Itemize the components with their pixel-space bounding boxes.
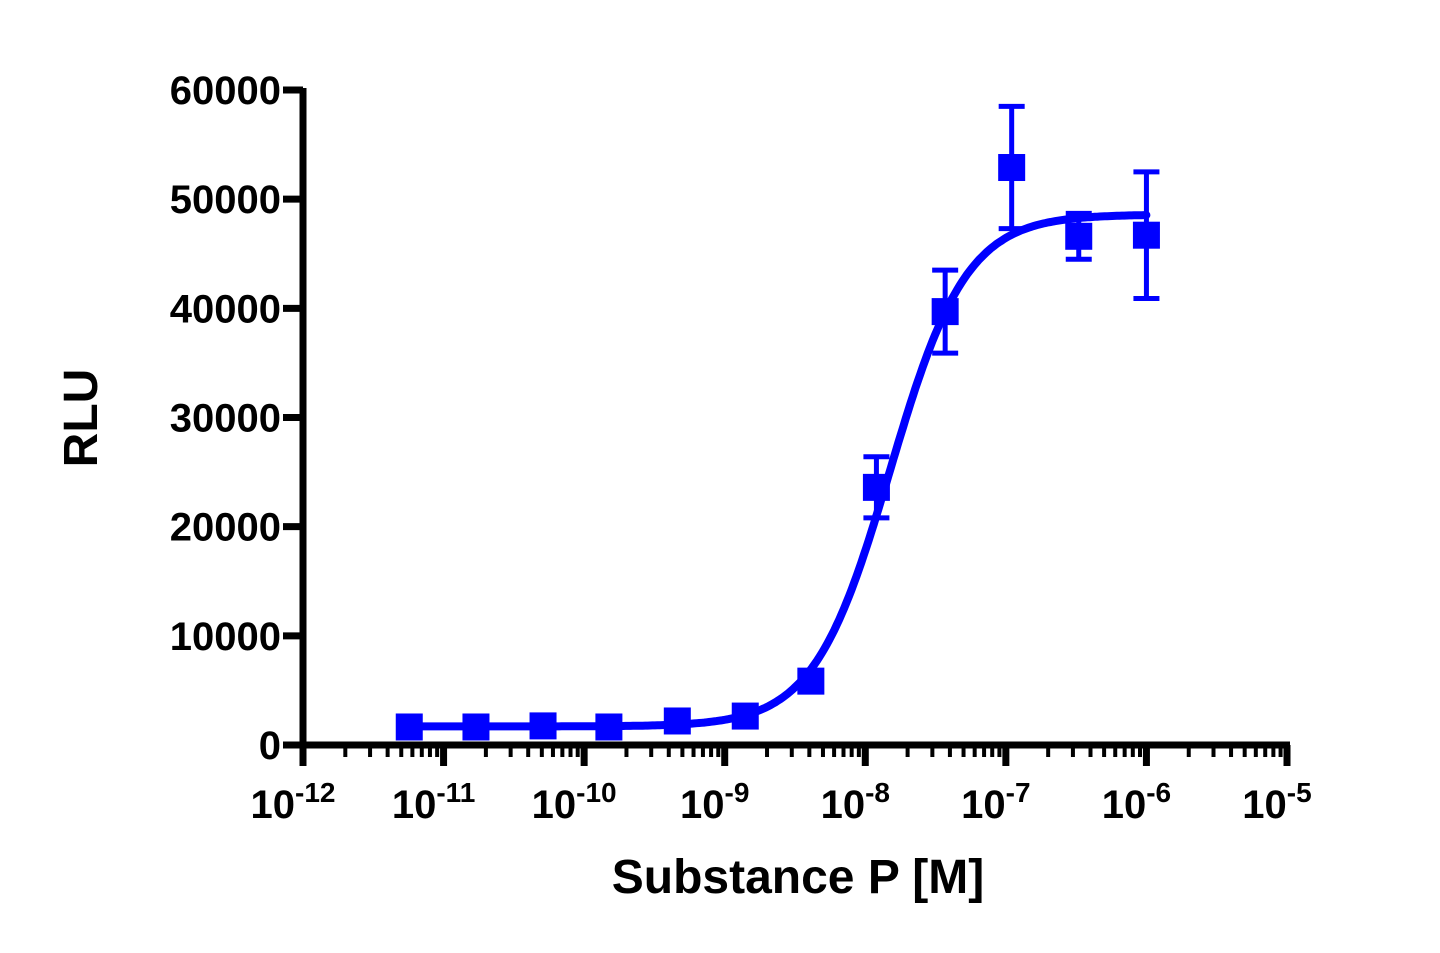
square-marker [797, 667, 825, 695]
y-tick-label: 50000 [170, 178, 281, 222]
data-point [931, 267, 959, 356]
axes [283, 86, 1291, 766]
y-tick-labels: 0 10000 20000 30000 40000 50000 60000 [170, 69, 281, 768]
data-point [797, 667, 825, 695]
data-point [395, 713, 423, 741]
data-point [1132, 169, 1160, 302]
square-marker [663, 707, 691, 735]
y-tick-label: 30000 [170, 397, 281, 441]
square-marker [462, 713, 490, 741]
data-point [731, 702, 759, 730]
x-tick-label: 10-10 [532, 777, 617, 827]
y-tick-label: 0 [259, 724, 281, 768]
square-marker [595, 713, 623, 741]
fit-line [405, 211, 1151, 731]
square-marker [395, 713, 423, 741]
square-marker [1132, 221, 1160, 249]
y-tick-label: 40000 [170, 287, 281, 331]
x-axis-title: Substance P [M] [612, 851, 985, 904]
data-point [462, 713, 490, 741]
x-tick-label: 10-12 [251, 777, 336, 827]
square-marker [862, 473, 890, 501]
square-marker [931, 298, 959, 326]
data-point [862, 454, 890, 521]
data-point [529, 712, 557, 740]
square-marker [529, 712, 557, 740]
x-tick-label: 10-7 [961, 777, 1030, 827]
y-axis-title: RLU [55, 369, 108, 468]
y-tick-label: 10000 [170, 615, 281, 659]
square-marker [998, 154, 1026, 182]
square-marker [731, 702, 759, 730]
data-points [395, 103, 1160, 741]
x-tick-label: 10-11 [392, 777, 475, 827]
y-tick-label: 20000 [170, 506, 281, 550]
x-tick-labels: 10-12 10-11 10-10 10-9 10-8 10-7 10-6 10-5 [251, 777, 1312, 827]
data-point [663, 707, 691, 735]
y-tick-label: 60000 [170, 69, 281, 113]
fit-curve [405, 211, 1151, 731]
data-point [1065, 210, 1093, 262]
data-point [595, 713, 623, 741]
x-tick-label: 10-5 [1242, 777, 1311, 827]
x-tick-label: 10-6 [1102, 777, 1171, 827]
square-marker [1065, 222, 1093, 250]
x-tick-label: 10-9 [680, 777, 749, 827]
x-tick-label: 10-8 [821, 777, 890, 827]
data-point [998, 103, 1026, 232]
